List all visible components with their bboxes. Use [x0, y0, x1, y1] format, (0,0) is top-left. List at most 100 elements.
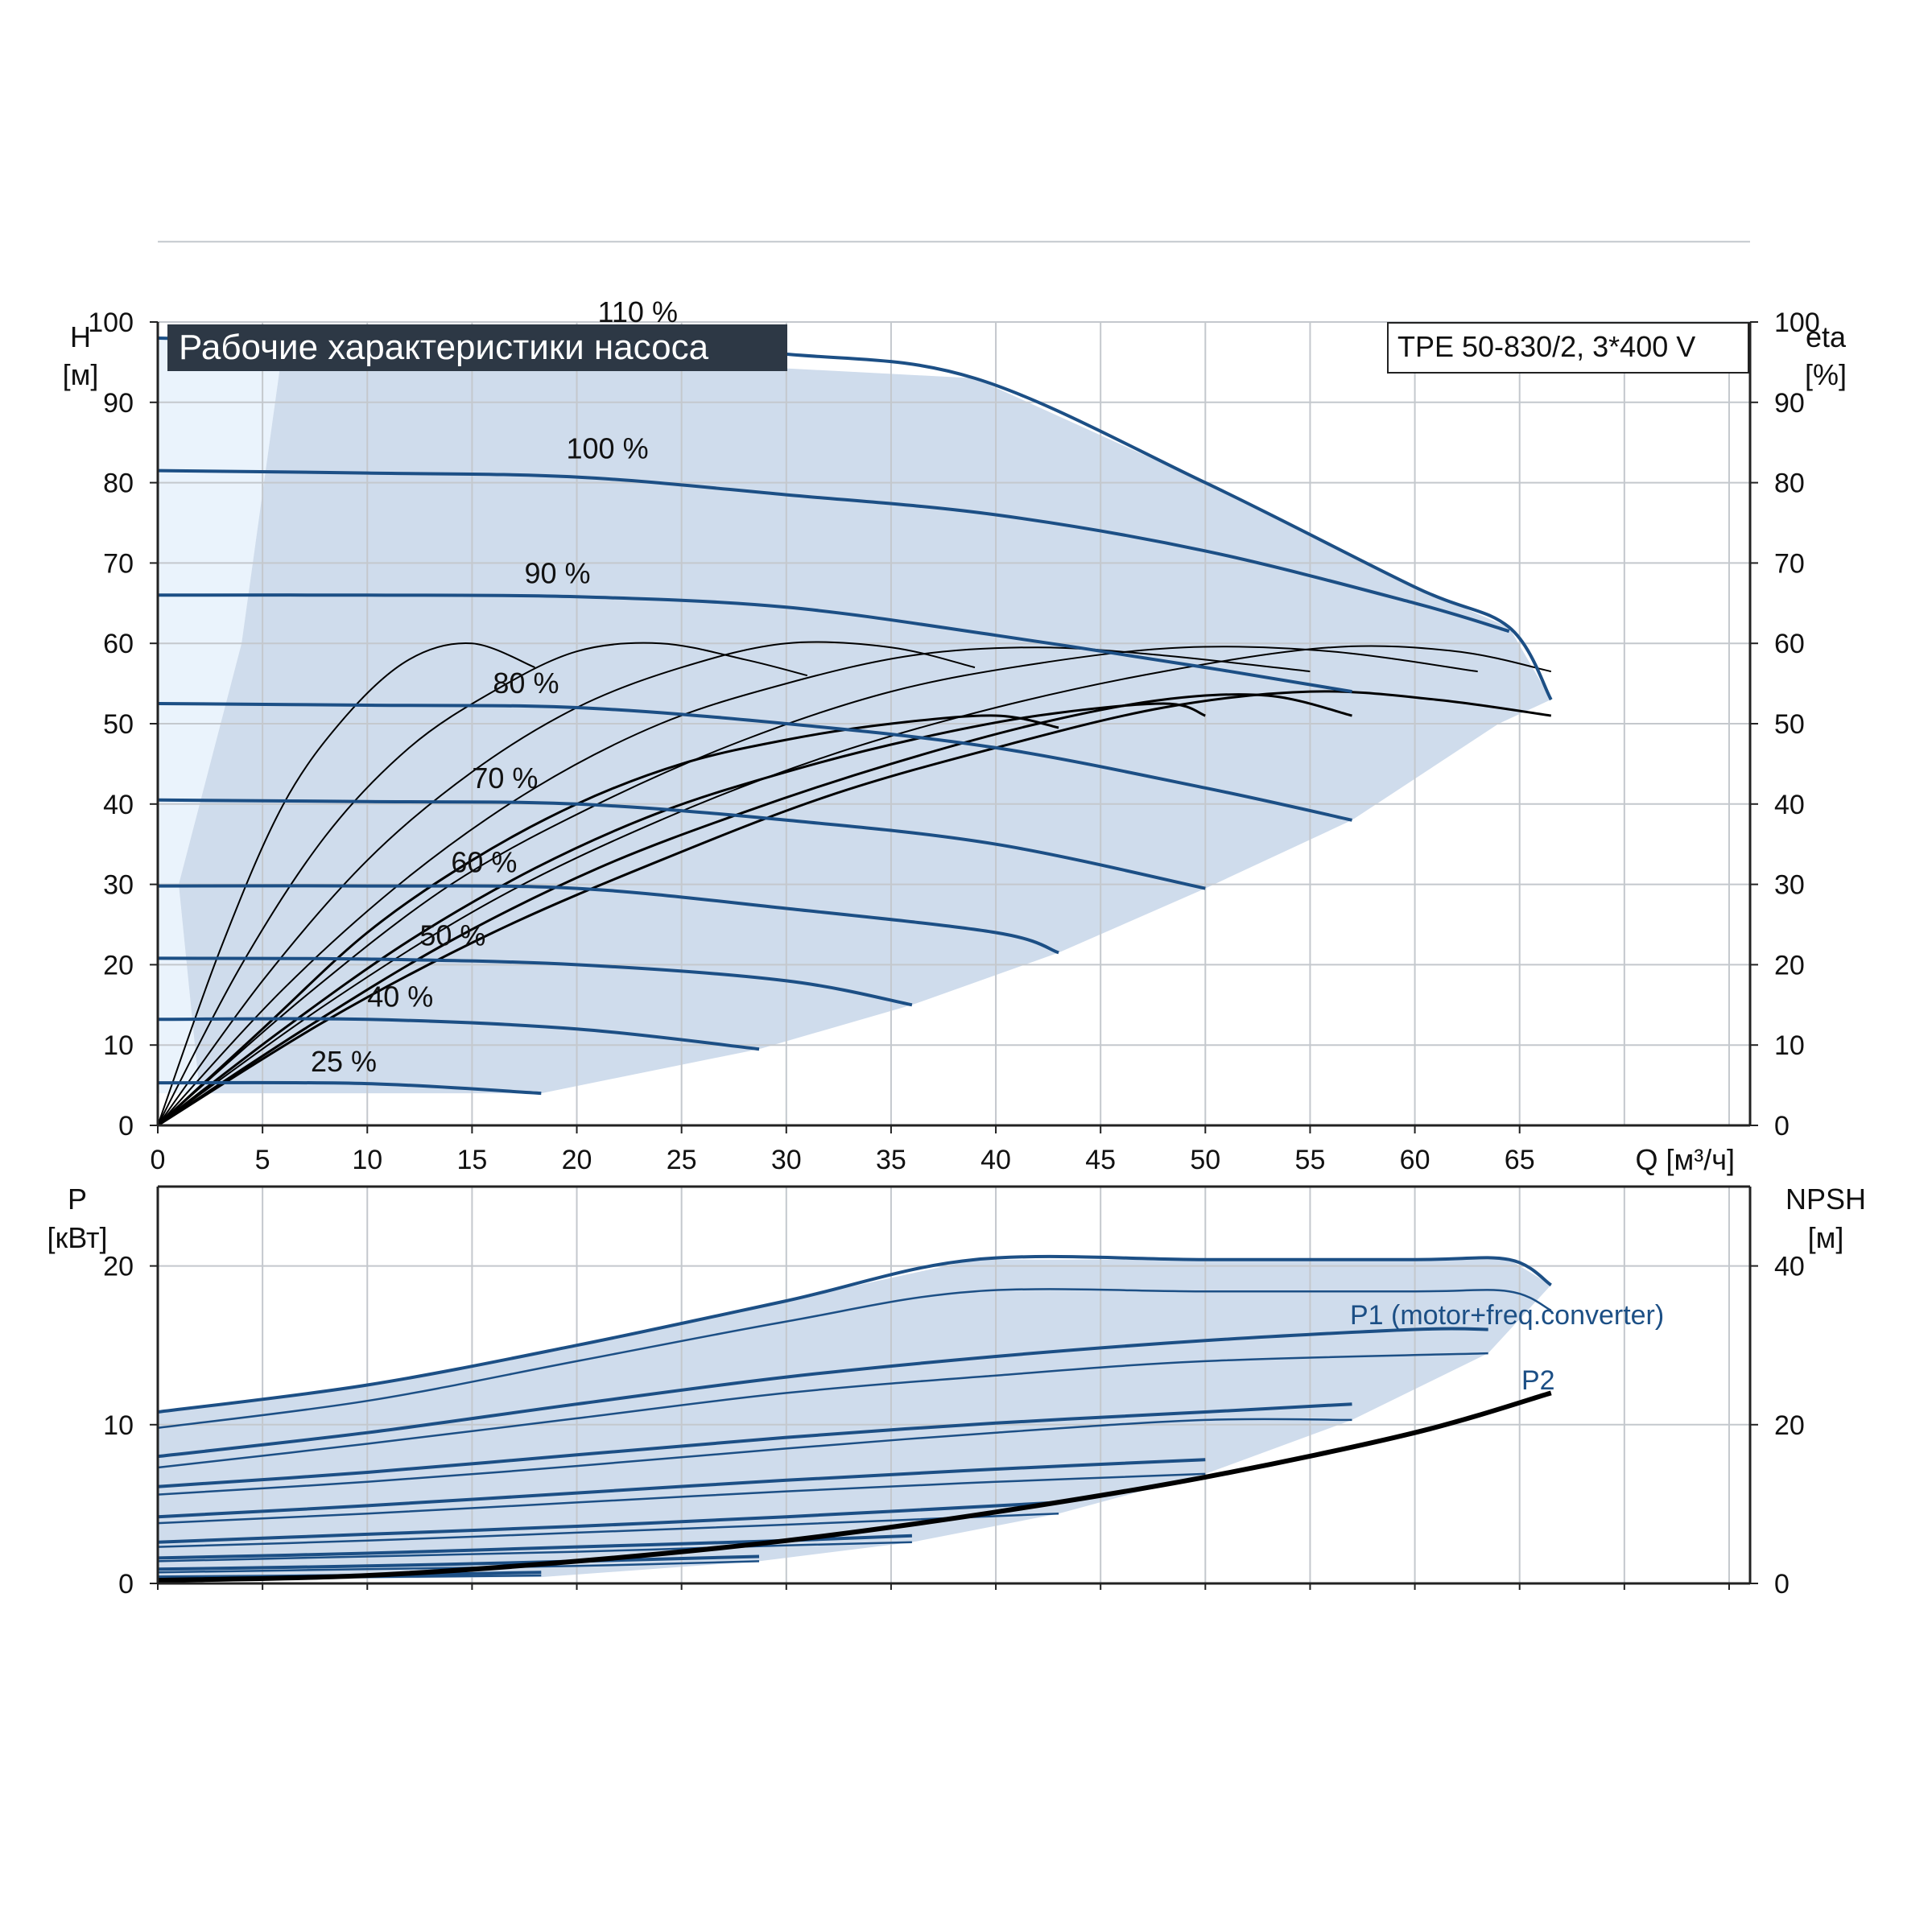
power-curve	[157, 1288, 1552, 1429]
speed-curve-label: 25 %	[311, 1045, 377, 1078]
q-x-tick-label: 20	[562, 1145, 592, 1175]
eta-y-tick-label: 20	[1774, 950, 1805, 980]
h-y-tick-label: 60	[103, 629, 134, 659]
speed-curve-label: 90 %	[524, 556, 590, 589]
speed-curve-label: 100 %	[567, 432, 649, 465]
p-y-tick-label: 10	[103, 1410, 134, 1441]
p-axis-name: P	[68, 1183, 87, 1216]
h-y-tick-label: 100	[88, 308, 134, 338]
h-y-tick-label: 30	[103, 870, 134, 901]
eta-axis-unit: [%]	[1805, 358, 1847, 391]
speed-curve-label: 80 %	[493, 667, 559, 700]
q-x-tick-label: 10	[352, 1145, 382, 1175]
efficiency-curve	[157, 642, 535, 1126]
eta-y-tick-label: 70	[1774, 548, 1805, 579]
eta-axis-name: eta	[1806, 320, 1847, 353]
q-x-tick-label: 55	[1295, 1145, 1326, 1175]
efficiency-curve	[157, 641, 976, 1126]
q-x-tick-label: 45	[1085, 1145, 1116, 1175]
eta-y-tick-label: 90	[1774, 388, 1805, 419]
h-y-tick-label: 80	[103, 469, 134, 499]
h-y-tick-label: 70	[103, 548, 134, 579]
power-curve	[157, 1458, 1206, 1519]
npsh-y-tick-label: 20	[1774, 1410, 1805, 1441]
h-chart-fill-layer	[158, 337, 1551, 1094]
q-x-tick-label: 15	[456, 1145, 487, 1175]
eta-y-tick-label: 100	[1774, 308, 1820, 338]
q-x-tick-label: 30	[771, 1145, 802, 1175]
npsh-axis-name: NPSH	[1785, 1183, 1866, 1216]
h-operating-envelope	[179, 341, 1551, 1094]
eta-y-tick-label: 50	[1774, 709, 1805, 740]
p2-series-label: P2	[1521, 1365, 1555, 1396]
speed-curve	[157, 702, 1352, 822]
h-speed-labels: 110 % 100 % 90 % 80 % 70 % 60 % 50 % 40 % 25 %	[311, 295, 678, 1078]
power-curve	[157, 1352, 1488, 1469]
power-curve	[157, 1541, 912, 1563]
q-x-tick-label: 5	[255, 1145, 270, 1175]
speed-curve	[157, 593, 1352, 694]
h-y-tick-label: 50	[103, 709, 134, 740]
speed-curve	[157, 469, 1510, 634]
q-x-tick-label: 35	[876, 1145, 906, 1175]
title-box	[167, 324, 787, 371]
eta-y-tick-label: 80	[1774, 469, 1805, 499]
p-axis-unit: [кВт]	[47, 1221, 107, 1254]
p-y-tick-label: 0	[118, 1569, 134, 1600]
h-y-tick-label: 20	[103, 950, 134, 980]
h-min-flow-band	[158, 337, 284, 1094]
model-box	[1387, 322, 1749, 374]
speed-curve	[157, 956, 913, 1007]
efficiency-curve	[157, 702, 1206, 1127]
efficiency-curve	[156, 714, 1059, 1127]
q-x-tick-label: 65	[1505, 1145, 1535, 1175]
eta-y-tick-label: 10	[1774, 1030, 1805, 1061]
q-x-tick-label: 50	[1190, 1145, 1220, 1175]
power-curve	[157, 1254, 1552, 1414]
q-x-tick-label: 0	[151, 1145, 166, 1175]
eta-y-tick-label: 40	[1774, 790, 1805, 820]
npsh-curve	[157, 1390, 1552, 1583]
power-curve	[157, 1512, 1059, 1548]
eta-y-tick-label: 60	[1774, 629, 1805, 659]
p-power-curves	[157, 1254, 1552, 1580]
efficiency-curve	[157, 645, 1552, 1126]
power-curve	[157, 1327, 1488, 1459]
h-y-tick-label: 0	[118, 1111, 134, 1141]
efficiency-curve	[157, 693, 1352, 1127]
speed-curve-label: 70 %	[472, 762, 538, 795]
speed-curve	[157, 798, 1206, 890]
p-axes: 0 10 20 0 20 40	[103, 1185, 1805, 1600]
h-y-tick-label: 90	[103, 388, 134, 419]
speed-curve-label: 50 %	[419, 919, 485, 952]
h-axis-name: H	[70, 320, 91, 353]
p1-series-label: P1 (motor+freq.converter)	[1350, 1300, 1664, 1331]
h-speed-curves	[157, 336, 1553, 1096]
h-y-tick-label: 40	[103, 790, 134, 820]
chart-title: Рабочие характеристики насоса	[179, 328, 709, 367]
power-curve	[157, 1472, 1206, 1525]
power-curve	[157, 1501, 1059, 1544]
h-y-tick-label: 10	[103, 1030, 134, 1061]
q-axis-label: Q [м³/ч]	[1635, 1143, 1735, 1176]
power-curve	[157, 1402, 1352, 1488]
power-curve	[157, 1554, 760, 1571]
model-label: TPE 50-830/2, 3*400 V	[1397, 330, 1695, 363]
q-x-tick-label: 60	[1400, 1145, 1430, 1175]
power-curve	[157, 1418, 1352, 1496]
q-x-tick-label: 25	[667, 1145, 697, 1175]
speed-curve-label: 60 %	[451, 846, 517, 879]
h-axis-unit: [м]	[63, 358, 99, 391]
speed-curve-label: 40 %	[367, 980, 433, 1013]
h-efficiency-curves	[156, 641, 1552, 1127]
p-npsh-curve	[157, 1390, 1552, 1583]
eta-y-tick-label: 0	[1774, 1111, 1790, 1141]
speed-curve-label: 110 %	[598, 295, 678, 328]
speed-curve	[157, 1017, 760, 1051]
q-x-tick-label: 40	[980, 1145, 1011, 1175]
npsh-y-tick-label: 40	[1774, 1252, 1805, 1282]
p-y-tick-label: 20	[103, 1252, 134, 1282]
npsh-y-tick-label: 0	[1774, 1569, 1790, 1600]
